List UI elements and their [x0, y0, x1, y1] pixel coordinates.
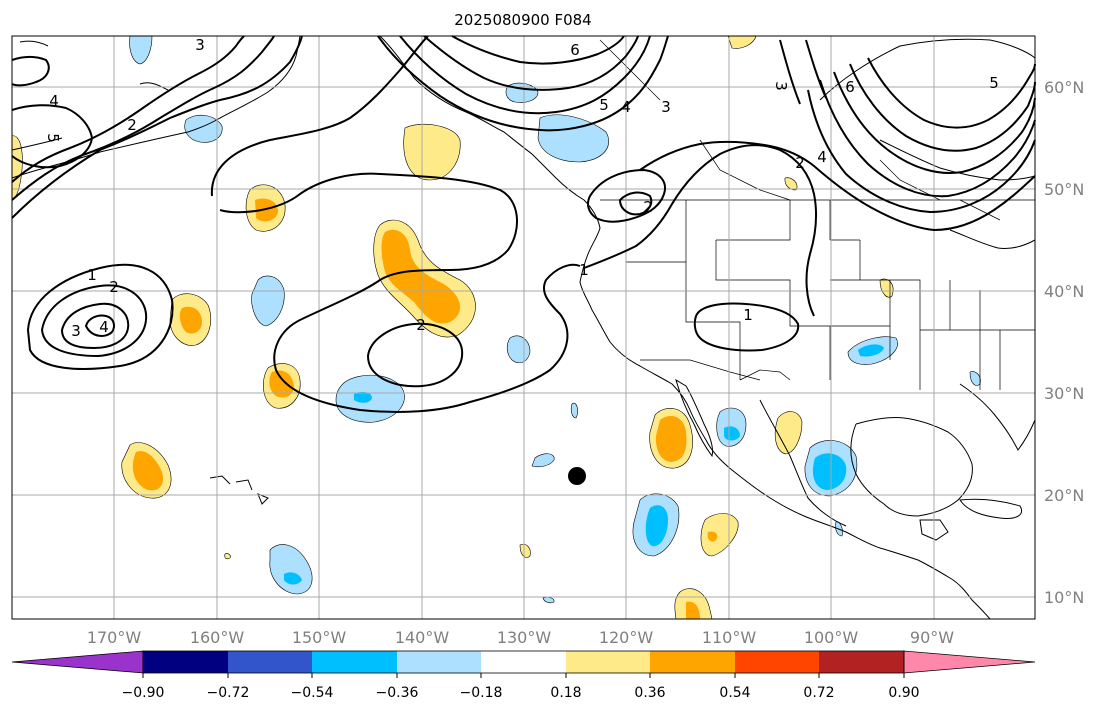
colorbar-tick-label: 0.90: [888, 685, 919, 701]
lon-label: 120°W: [599, 628, 654, 647]
contour-label: 5: [44, 133, 62, 143]
lat-label: 40°N: [1044, 282, 1084, 301]
storm-center-dot: [568, 467, 586, 485]
colorbar-tick-label: 0.18: [550, 685, 581, 701]
colorbar-segment: [397, 651, 481, 673]
colorbar-tick-label: 0.36: [634, 685, 665, 701]
colorbar-segment: [312, 651, 397, 673]
contour-label: 2: [109, 278, 119, 296]
lon-label: 110°W: [702, 628, 757, 647]
contour-label: 4: [621, 98, 631, 116]
colorbar-tick-label: −0.90: [122, 685, 165, 701]
colorbar-extend-high: [904, 651, 1035, 673]
colorbar-segment: [566, 651, 650, 673]
longitude-labels: 170°W 160°W 150°W 140°W 130°W 120°W 110°…: [87, 628, 954, 647]
contour-label: 2: [127, 116, 137, 134]
lat-label: 50°N: [1044, 180, 1084, 199]
colorbar-segment: [228, 651, 312, 673]
colorbar-tick-label: −0.54: [291, 685, 334, 701]
lat-label: 10°N: [1044, 588, 1084, 607]
contour-label: 6: [845, 78, 855, 96]
contour-label: 1: [743, 306, 753, 324]
contour-label: 3: [661, 98, 671, 116]
colorbar-segment: [650, 651, 735, 673]
contour-label: 3: [195, 36, 205, 54]
contour-label: 2: [416, 316, 426, 334]
positive-patch: [656, 416, 687, 462]
contour-label: 4: [99, 318, 109, 336]
contour-label: 3: [71, 322, 81, 340]
contour-label: 4: [817, 148, 827, 166]
colorbar-tick-label: 0.54: [719, 685, 750, 701]
lon-label: 140°W: [395, 628, 450, 647]
colorbar-tick-label: −0.72: [207, 685, 250, 701]
colorbar-ticks: [143, 673, 904, 678]
contour-label: 5: [989, 74, 999, 92]
colorbar-tick-label: −0.36: [376, 685, 419, 701]
colorbar-tick-label: −0.18: [460, 685, 503, 701]
colorbar-segment: [143, 651, 228, 673]
map-title: 2025080900 F084: [454, 11, 591, 29]
colorbar-segment: [819, 651, 904, 673]
map-panel: 4 5 3 2 1 2 3 4 6 5 4 3 3 6 5 2 4 2 1 1 …: [12, 36, 1035, 619]
colorbar-tick-label: 0.72: [803, 685, 834, 701]
contour-label: 1: [87, 266, 97, 284]
lat-label: 20°N: [1044, 486, 1084, 505]
contour-label: 2: [643, 198, 653, 216]
lat-label: 60°N: [1044, 78, 1084, 97]
contour-label: 2: [795, 154, 805, 172]
lon-label: 100°W: [804, 628, 859, 647]
lon-label: 170°W: [87, 628, 142, 647]
lon-label: 150°W: [292, 628, 347, 647]
lon-label: 160°W: [190, 628, 245, 647]
lon-label: 130°W: [497, 628, 552, 647]
lat-label: 30°N: [1044, 384, 1084, 403]
negative-patch: [354, 392, 372, 403]
contour-label: 4: [49, 92, 59, 110]
contour-label: 3: [772, 81, 790, 91]
lon-label: 90°W: [910, 628, 954, 647]
colorbar-segment: [481, 651, 566, 673]
contour-label: 1: [579, 261, 589, 279]
colorbar-extend-low: [12, 651, 143, 673]
contour-label: 5: [599, 96, 609, 114]
latitude-labels: 60°N 50°N 40°N 30°N 20°N 10°N: [1044, 78, 1084, 607]
colorbar-segment: [735, 651, 819, 673]
colorbar: −0.90 −0.72 −0.54 −0.36 −0.18 0.18 0.36 …: [12, 651, 1035, 701]
contour-label: 6: [570, 41, 580, 59]
